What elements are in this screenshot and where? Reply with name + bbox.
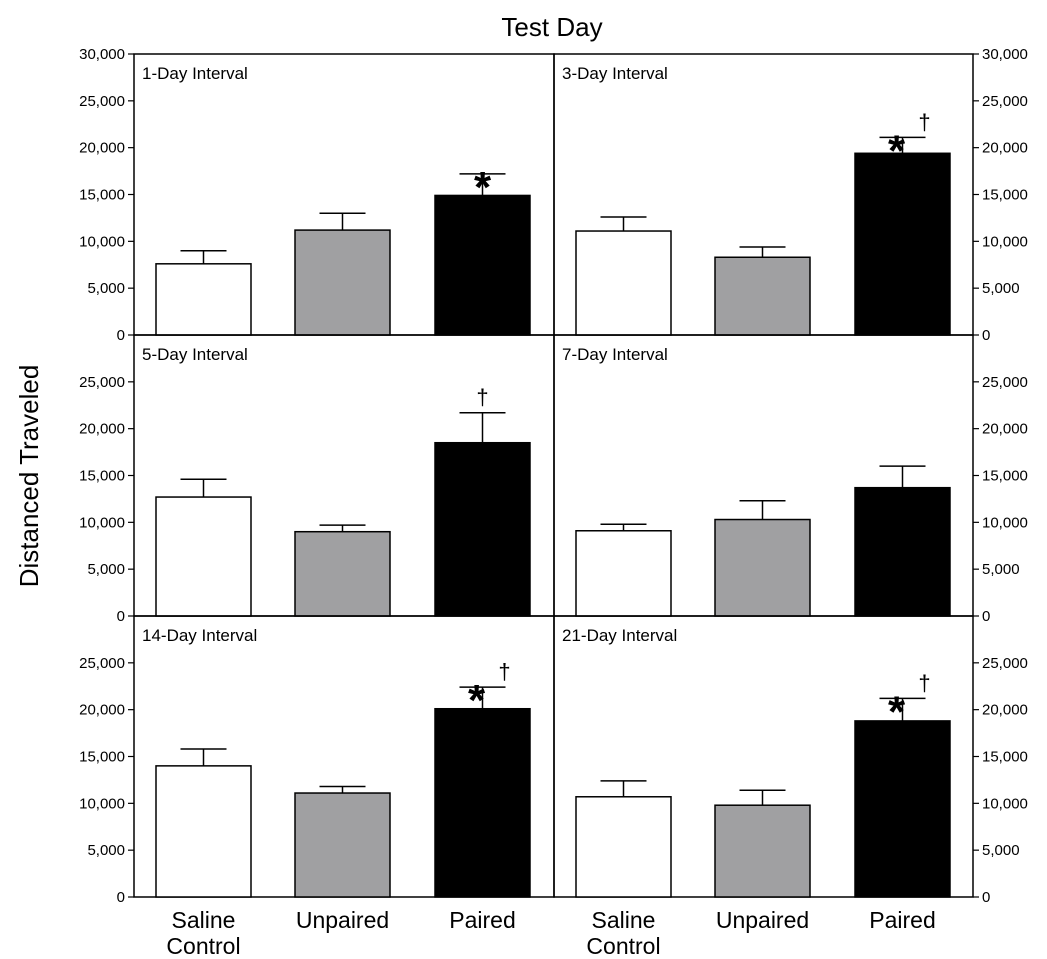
significance-marker: *	[474, 163, 492, 212]
significance-marker: †	[476, 385, 488, 410]
bar	[294, 792, 391, 898]
y-tick-label: 20,000	[982, 421, 1028, 438]
y-tick-label: 10,000	[79, 514, 125, 531]
x-category-label: Unpaired	[296, 907, 389, 933]
x-category-label: Paired	[449, 907, 515, 933]
panel-label: 3-Day Interval	[562, 64, 668, 83]
y-axis-label: Distanced Traveled	[14, 365, 44, 588]
y-tick-label: 20,000	[982, 702, 1028, 719]
panel-label: 5-Day Interval	[142, 345, 248, 364]
y-tick-label: 15,000	[982, 468, 1028, 485]
panel-label: 7-Day Interval	[562, 345, 668, 364]
y-tick-label: 15,000	[79, 749, 125, 766]
x-category-label: Control	[586, 933, 660, 959]
bar	[714, 518, 811, 617]
y-tick-label: 10,000	[982, 233, 1028, 250]
panel-4: 7-Day Interval 0 5,000 10,000 15,000 20,000 25…	[553, 334, 1028, 625]
y-tick-label: 10,000	[79, 233, 125, 250]
bar	[155, 263, 252, 336]
significance-marker: *	[468, 676, 486, 725]
y-tick-label: 5,000	[982, 842, 1020, 859]
y-tick-label: 5,000	[87, 561, 125, 578]
y-tick-label: 25,000	[79, 655, 125, 672]
x-category-label: Saline	[172, 907, 236, 933]
bar	[714, 256, 811, 336]
bar	[575, 796, 672, 898]
y-tick-label: 0	[982, 327, 990, 344]
panel-5: 14-Day Interval 0 5,000 10,000 15,000 20,000 2…	[79, 615, 555, 906]
y-tick-label: 5,000	[87, 280, 125, 297]
panel-label: 14-Day Interval	[142, 626, 257, 645]
y-tick-label: 0	[117, 327, 125, 344]
chart-title: Test Day	[501, 12, 602, 42]
bar	[155, 765, 252, 898]
y-tick-label: 15,000	[982, 749, 1028, 766]
y-tick-label: 0	[982, 608, 990, 625]
bar	[854, 152, 951, 336]
panels: 1-Day Interval 0 5,000 10,000 15,000 20,000 25…	[79, 46, 1028, 906]
panel-6: 21-Day Interval 0 5,000 10,000 15,000 20,000 2…	[553, 615, 1028, 906]
y-tick-label: 25,000	[982, 655, 1028, 672]
y-tick-label: 20,000	[79, 421, 125, 438]
bar	[155, 496, 252, 617]
y-tick-label: 0	[117, 608, 125, 625]
significance-marker: *	[888, 687, 906, 736]
y-tick-label: 15,000	[79, 468, 125, 485]
bar	[854, 720, 951, 898]
x-category-label: Control	[166, 933, 240, 959]
x-category-label: Paired	[869, 907, 935, 933]
y-tick-label: 0	[117, 889, 125, 906]
bar	[854, 486, 951, 617]
bar	[294, 530, 391, 617]
y-tick-label: 10,000	[982, 795, 1028, 812]
y-tick-label: 10,000	[982, 514, 1028, 531]
y-tick-label: 25,000	[982, 93, 1028, 110]
bar	[434, 707, 531, 898]
y-tick-label: 25,000	[79, 93, 125, 110]
bar	[434, 194, 531, 336]
panel-label: 21-Day Interval	[562, 626, 677, 645]
significance-marker: †	[918, 670, 930, 695]
panel-3: 5-Day Interval 0 5,000 10,000 15,000 20,000 25…	[79, 334, 555, 625]
y-tick-label: 15,000	[79, 187, 125, 204]
y-tick-label: 10,000	[79, 795, 125, 812]
y-tick-label: 0	[982, 889, 990, 906]
significance-marker: †	[498, 659, 510, 684]
y-tick-label: 25,000	[982, 374, 1028, 391]
y-tick-label: 20,000	[79, 140, 125, 157]
y-tick-label: 5,000	[87, 842, 125, 859]
panel-label: 1-Day Interval	[142, 64, 248, 83]
bar	[294, 229, 391, 336]
x-category-label: Saline	[592, 907, 656, 933]
panel-2: 3-Day Interval 0 5,000 10,000 15,000 20,000 25…	[553, 46, 1028, 344]
y-tick-label: 15,000	[982, 187, 1028, 204]
y-tick-label: 20,000	[79, 702, 125, 719]
x-category-label: Unpaired	[716, 907, 809, 933]
significance-marker: †	[918, 109, 930, 134]
significance-marker: *	[888, 126, 906, 175]
y-tick-label: 25,000	[79, 374, 125, 391]
bar	[434, 441, 531, 617]
y-tick-label: 20,000	[982, 140, 1028, 157]
y-tick-label: 30,000	[982, 46, 1028, 63]
panel-1: 1-Day Interval 0 5,000 10,000 15,000 20,000 25…	[79, 46, 555, 344]
y-tick-label: 5,000	[982, 280, 1020, 297]
bar	[575, 530, 672, 617]
bar	[575, 230, 672, 336]
y-tick-label: 30,000	[79, 46, 125, 63]
y-tick-label: 5,000	[982, 561, 1020, 578]
bar	[714, 804, 811, 898]
